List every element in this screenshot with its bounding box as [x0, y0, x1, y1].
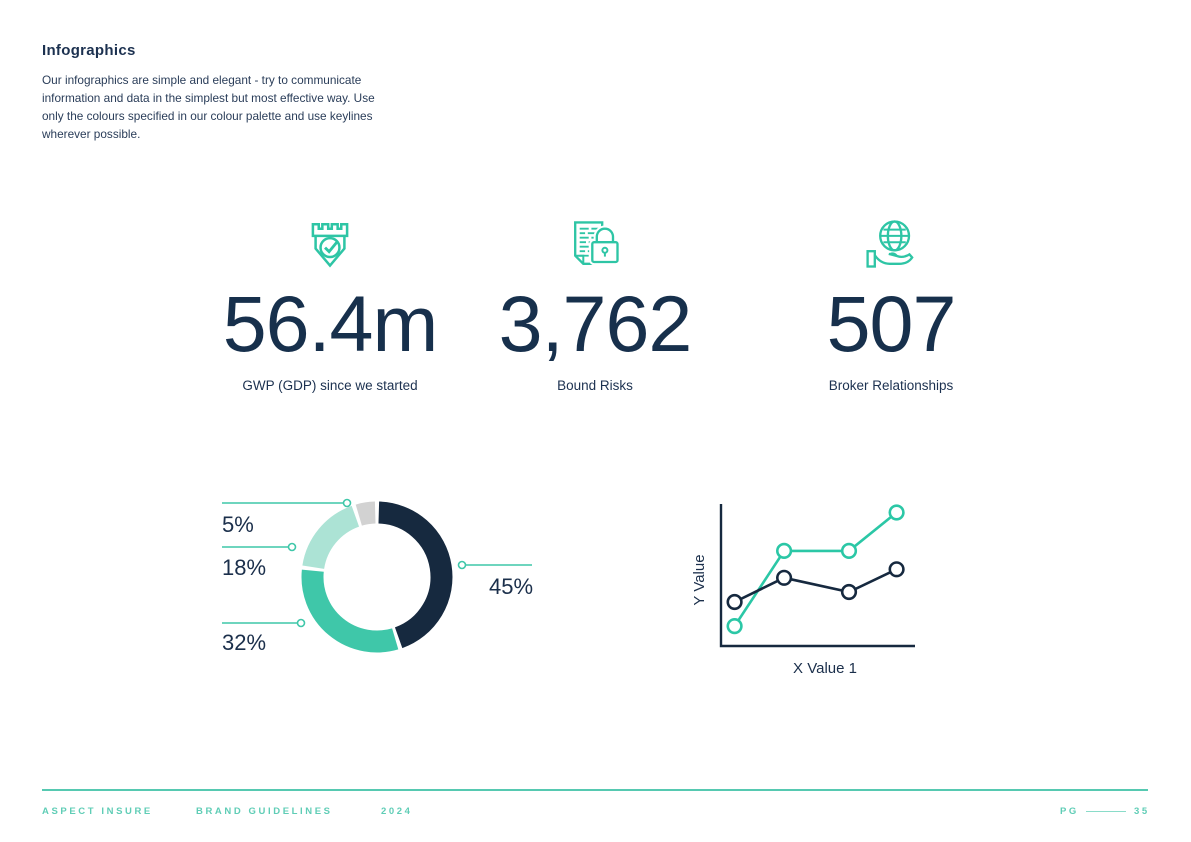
document-lock-icon: [445, 216, 745, 272]
page-number-line: [1086, 811, 1126, 812]
stat-value: 56.4m: [222, 279, 439, 368]
page-label: PG: [1060, 806, 1079, 817]
stat-broker-relationships: 507 Broker Relationships: [741, 216, 1041, 393]
footer-year: 2024: [381, 806, 413, 817]
stat-value: 3,762: [498, 279, 693, 368]
globe-hand-icon: [741, 216, 1041, 272]
footer-document-title: BRAND GUIDELINES: [196, 806, 333, 817]
intro-text: Our infographics are simple and elegant …: [42, 73, 375, 141]
stat-label: Broker Relationships: [828, 378, 954, 393]
donut-label-18: 18%: [222, 555, 267, 580]
y-axis-label: Y Value: [691, 554, 708, 606]
page-number: 35: [1134, 806, 1150, 817]
x-axis-label: X Value 1: [793, 660, 857, 677]
donut-chart: [222, 498, 532, 653]
donut-label-32: 32%: [222, 630, 267, 655]
donut-label-5: 5%: [222, 512, 254, 537]
shield-check-icon: [180, 216, 480, 272]
stat-value: 507: [826, 279, 957, 368]
footer-brand: ASPECT INSURE: [42, 806, 153, 817]
stat-label: GWP (GDP) since we started: [242, 378, 418, 393]
donut-label-45: 45%: [489, 574, 534, 599]
stat-bound-risks: 3,762 Bound Risks: [445, 216, 745, 393]
stat-label: Bound Risks: [557, 378, 633, 393]
stat-gwp: 56.4m GWP (GDP) since we started: [180, 216, 480, 393]
line-chart: [719, 504, 915, 648]
footer-rule: [42, 789, 1148, 791]
page-title: Infographics: [42, 42, 136, 59]
